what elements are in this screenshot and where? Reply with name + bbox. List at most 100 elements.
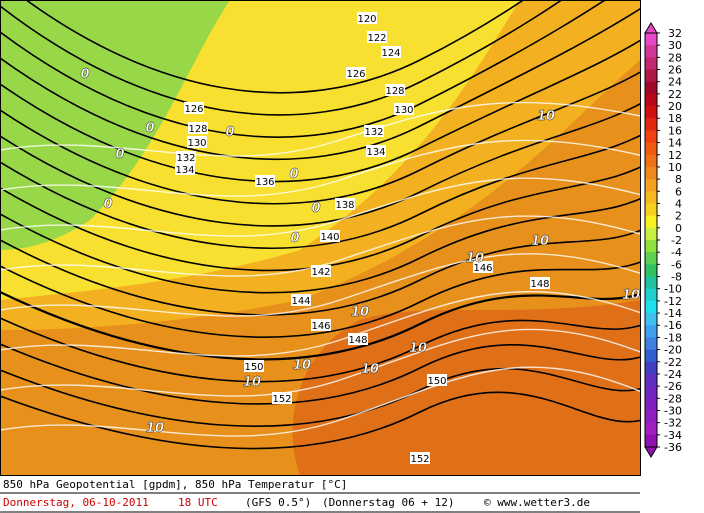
colorbar-band [645, 227, 657, 241]
geopotential-label: 130 [187, 138, 206, 149]
temperature-label: 10 [622, 288, 640, 303]
temperature-label: 10 [293, 358, 311, 373]
colorbar-band [645, 154, 657, 168]
colorbar-band [645, 422, 657, 436]
geopotential-label: 136 [255, 177, 274, 188]
label-box [188, 122, 208, 134]
colorbar-label: 8 [675, 173, 682, 186]
colorbar-band [645, 142, 657, 156]
footer-credit: © www.wetter3.de [484, 496, 590, 509]
colorbar-label: -16 [664, 319, 682, 332]
colorbar-band [645, 252, 657, 265]
geopotential-label: 152 [410, 454, 429, 465]
colorbar-band [645, 57, 657, 71]
label-box [357, 12, 377, 24]
colorbar-band [645, 215, 657, 229]
geopotential-label: 126 [184, 104, 203, 115]
label-box [366, 145, 386, 157]
footer-time: 18 UTC [178, 496, 218, 509]
footer-model: (GFS 0.5°) [245, 496, 311, 509]
geopotential-contour [0, 0, 607, 138]
colorbar-band [645, 361, 657, 375]
geopotential-label: 132 [176, 153, 195, 164]
colorbar-band [645, 410, 657, 424]
label-box [427, 374, 447, 386]
colorbar-label: 12 [668, 149, 682, 162]
temperature-label: 0 [115, 147, 124, 162]
temperature-label: 0 [311, 201, 320, 216]
geopotential-label: 128 [385, 86, 404, 97]
geopotential-label: 150 [244, 362, 263, 373]
geopotential-label: 144 [291, 296, 310, 307]
geopotential-label: 128 [188, 124, 207, 135]
geopotential-label: 126 [346, 69, 365, 80]
geopotential-contour [0, 343, 640, 405]
isotherm [0, 139, 640, 197]
isotherm [0, 253, 640, 317]
colorbar-band [645, 203, 657, 217]
colorbar-label: 20 [668, 100, 682, 113]
temperature-label: 10 [466, 251, 484, 266]
geopotential-label: 132 [364, 127, 383, 138]
colorbar-arrow [644, 22, 658, 34]
colorbar-label: -14 [664, 307, 682, 320]
colorbar-label: 30 [668, 39, 682, 52]
temperature-label: 0 [290, 231, 299, 246]
footer-title: 850 hPa Geopotential [gpdm], 850 hPa Tem… [3, 478, 347, 491]
colorbar-label: -20 [664, 344, 682, 357]
colorbar-band [645, 264, 657, 278]
label-box [291, 294, 311, 306]
geopotential-label: 142 [311, 267, 330, 278]
colorbar-band [645, 33, 657, 46]
geopotential-contour [0, 71, 640, 205]
label-box [320, 230, 340, 242]
footer-run: (Donnerstag 06 + 12) [322, 496, 454, 509]
label-box [244, 360, 264, 372]
geopotential-contour [0, 39, 640, 183]
isotherm [0, 101, 640, 157]
colorbar-label: -8 [671, 271, 682, 284]
geopotential-contour [0, 166, 640, 272]
colorbar-band [645, 93, 657, 107]
colorbar-arrow [644, 446, 658, 458]
isotherm [0, 177, 640, 237]
map-area: 1201221241261281301321341361381401421441… [0, 0, 640, 475]
colorbar-band [645, 106, 657, 119]
label-box [311, 319, 331, 331]
colorbar-band [645, 179, 657, 192]
colorbar-band [645, 313, 657, 326]
geopotential-label: 146 [311, 321, 330, 332]
geopotential-contour [0, 229, 640, 316]
label-box [346, 67, 366, 79]
label-box [184, 102, 204, 114]
colorbar-label: -34 [664, 429, 682, 442]
geopotential-contour [0, 102, 640, 227]
label-box [385, 84, 405, 96]
map-frame [0, 0, 641, 476]
label-box [176, 151, 196, 163]
colorbar-band [645, 434, 657, 448]
geopotential-contour [0, 197, 640, 294]
colorbar-band [645, 118, 657, 131]
colorbar-label: -26 [664, 380, 682, 393]
colorbar-label: -28 [664, 392, 682, 405]
geopotential-label: 148 [348, 335, 367, 346]
label-box [187, 136, 207, 148]
temperature-label: 10 [409, 341, 427, 356]
colorbar-label: 16 [668, 124, 682, 137]
label-box [394, 103, 414, 115]
colorbar-label: -6 [671, 258, 682, 271]
colorbar-label: -32 [664, 417, 682, 430]
geopotential-label: 146 [473, 263, 492, 274]
temperature-label: 10 [531, 234, 549, 249]
label-box [530, 277, 550, 289]
colorbar-label: 24 [668, 76, 682, 89]
label-box [335, 198, 355, 210]
geopotential-label: 120 [357, 14, 376, 25]
colorbar-label: 26 [668, 64, 682, 77]
colorbar-label: 0 [675, 222, 682, 235]
isotherm [0, 290, 640, 357]
colorbar-label: 4 [675, 197, 682, 210]
colorbar-band [645, 398, 657, 411]
